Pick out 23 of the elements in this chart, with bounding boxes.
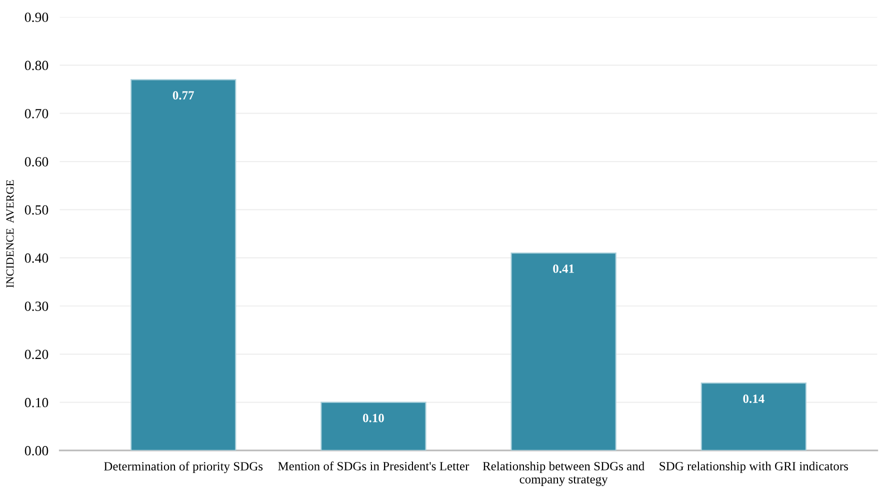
y-tick-label: 0.60 [24, 157, 48, 167]
bar [320, 402, 426, 450]
y-tick-label: 0.20 [24, 350, 48, 360]
bar [130, 79, 236, 450]
y-tick-label: 0.50 [24, 205, 48, 215]
y-tick-label: 0.30 [24, 302, 48, 312]
y-tick-label: 0.80 [24, 60, 48, 70]
data-label: 0.10 [362, 414, 384, 422]
data-label: 0.77 [172, 91, 194, 100]
x-tick-label: Determination of priority SDGs [104, 462, 263, 474]
bar [700, 382, 807, 450]
data-label: 0.14 [743, 394, 764, 404]
y-tick-label: 0.10 [24, 398, 48, 408]
data-label: 0.41 [553, 264, 574, 273]
x-tick-label: Mention of SDGs in President's Letter [278, 461, 470, 470]
y-axis-title: INCIDENCE AVERGE [6, 180, 14, 288]
y-tick-label: 0.00 [24, 446, 48, 456]
y-tick-label: 0.90 [24, 12, 48, 22]
bar [510, 252, 616, 450]
x-tick-label: Relationship between SDGs and company strategy [482, 462, 644, 486]
y-tick-label: 0.40 [24, 253, 48, 263]
x-tick-label: SDG relationship with GRI indicators [660, 462, 848, 473]
y-tick-label: 0.70 [24, 108, 48, 118]
